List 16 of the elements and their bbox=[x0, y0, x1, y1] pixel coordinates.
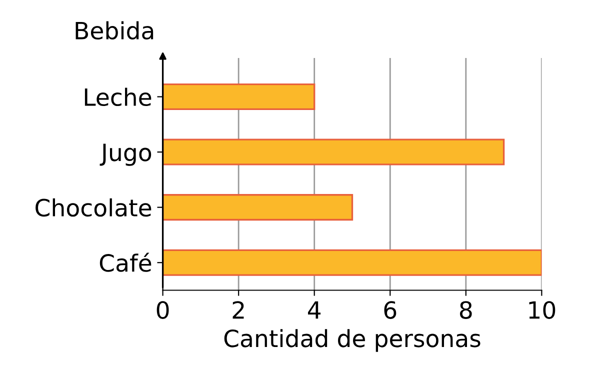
x-tick-label: 10 bbox=[529, 301, 556, 319]
x-tick-label: 0 bbox=[156, 301, 169, 319]
bar bbox=[162, 83, 316, 110]
bar bbox=[162, 249, 542, 276]
x-tick-label: 4 bbox=[308, 301, 321, 319]
bar bbox=[162, 138, 505, 166]
x-tick-label: 2 bbox=[232, 301, 244, 319]
bar bbox=[162, 194, 354, 221]
y-tick-label: Chocolate bbox=[36, 198, 152, 217]
y-tick-label: Leche bbox=[84, 88, 152, 106]
x-tick-label: 8 bbox=[460, 301, 472, 319]
x-tick-label: 6 bbox=[384, 301, 396, 319]
y-tick-label: Jugo bbox=[100, 144, 152, 166]
y-tick-label: Café bbox=[100, 252, 152, 272]
y-axis-title: Bebida bbox=[76, 21, 154, 40]
x-axis-title: Cantidad de personas bbox=[224, 329, 480, 352]
